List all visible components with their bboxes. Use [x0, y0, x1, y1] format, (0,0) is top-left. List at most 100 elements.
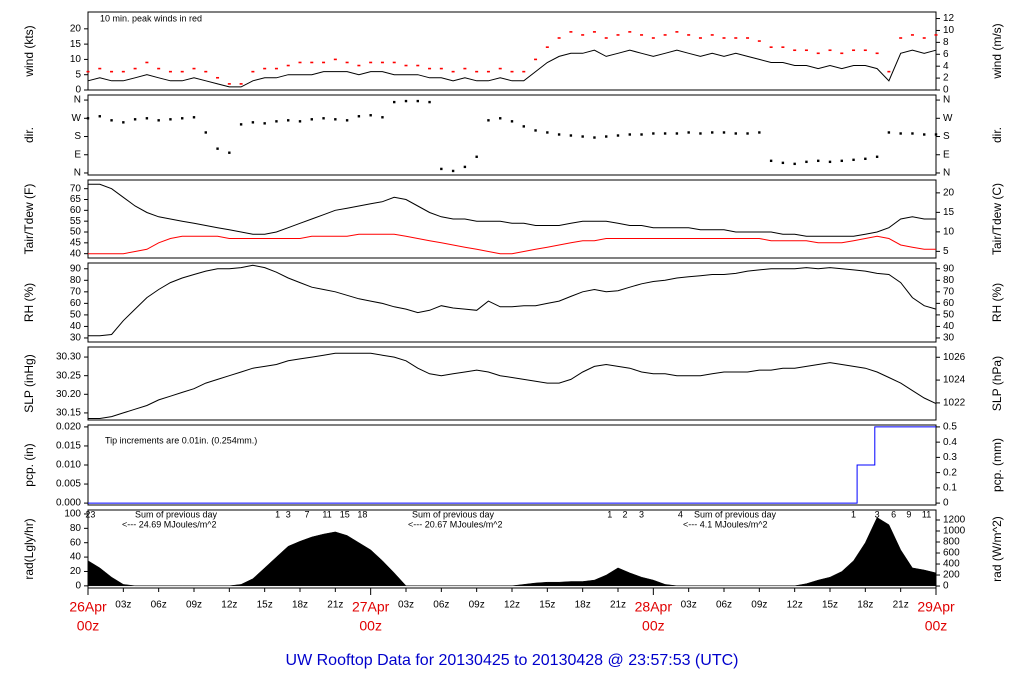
- hour-marker: 3: [639, 509, 644, 519]
- y2-tick-label: 20: [943, 188, 955, 199]
- y2-tick-label: 90: [943, 263, 955, 274]
- direction-dot: [122, 121, 125, 124]
- x-major-label: 27Apr: [352, 599, 390, 615]
- direction-dot: [581, 135, 584, 138]
- y-axis-label: RH (%): [22, 283, 36, 322]
- peak-wind-mark: [698, 37, 702, 39]
- y2-axis-label: rad (W/m^2): [990, 516, 1004, 582]
- direction-dot: [534, 129, 537, 132]
- direction-dot: [463, 165, 467, 169]
- peak-wind-mark: [428, 67, 432, 70]
- peak-wind-mark: [757, 40, 761, 42]
- direction-dot: [734, 132, 737, 135]
- x-tick-label: 03z: [681, 600, 697, 611]
- peak-wind-mark: [663, 34, 667, 36]
- y-tick-label: 15: [70, 39, 82, 50]
- y-tick-label: 70: [70, 286, 82, 297]
- y2-tick-label: 400: [943, 559, 960, 570]
- direction-dot: [451, 169, 455, 173]
- y-tick-label: N: [74, 168, 81, 179]
- peak-wind-mark: [640, 34, 644, 36]
- y2-tick-label: 6: [943, 49, 949, 60]
- direction-dot: [192, 116, 196, 119]
- y-tick-label: 40: [70, 321, 82, 332]
- peak-wind-mark: [804, 49, 808, 52]
- y-tick-label: 60: [70, 537, 82, 548]
- y2-tick-label: 8: [943, 37, 949, 48]
- direction-dot: [557, 133, 561, 136]
- y2-tick-label: 0.5: [943, 422, 957, 433]
- y-tick-label: 80: [70, 275, 82, 286]
- peak-wind-mark: [86, 70, 90, 73]
- y-tick-label: 60: [70, 298, 82, 309]
- x-tick-label: 06z: [716, 600, 732, 611]
- peak-wind-mark: [863, 49, 867, 52]
- direction-dot: [899, 132, 902, 135]
- peak-wind-mark: [133, 67, 137, 70]
- peak-wind-mark: [534, 58, 538, 61]
- direction-dot: [699, 132, 702, 135]
- y-tick-label: 30.25: [56, 370, 81, 381]
- peak-wind-mark: [710, 34, 714, 36]
- direction-dot: [228, 151, 231, 154]
- peak-wind-mark: [510, 70, 514, 73]
- direction-dot: [852, 158, 855, 162]
- direction-dot: [687, 131, 690, 134]
- y-tick-label: 10: [70, 54, 82, 65]
- panel-frame: [87, 346, 937, 421]
- precip-step: [88, 426, 936, 504]
- y2-tick-label: 200: [943, 570, 960, 581]
- peak-wind-mark: [392, 61, 396, 64]
- direction-dot: [569, 134, 573, 137]
- direction-dot: [769, 159, 773, 163]
- hour-marker: 18: [357, 509, 367, 519]
- y-tick-label: 0.000: [56, 498, 81, 509]
- direction-dot: [110, 119, 113, 122]
- x-major-sublabel: 00z: [642, 618, 665, 634]
- x-tick-label: 12z: [787, 600, 803, 611]
- annotation: <--- 24.69 MJoules/m^2: [122, 519, 217, 529]
- y2-tick-label: W: [943, 113, 953, 124]
- series-line: [88, 183, 936, 237]
- hour-marker: 23: [85, 509, 95, 519]
- direction-dot: [133, 118, 137, 121]
- peak-wind-mark: [345, 61, 349, 64]
- y2-tick-label: 0: [943, 85, 949, 96]
- direction-dot: [711, 131, 714, 134]
- x-tick-label: 18z: [575, 600, 591, 611]
- peak-wind-mark: [687, 34, 691, 36]
- y2-tick-label: 0: [943, 498, 949, 509]
- y-tick-label: E: [74, 149, 81, 160]
- x-tick-label: 12z: [221, 600, 237, 611]
- series-line: [88, 264, 937, 337]
- x-tick-label: 03z: [398, 600, 414, 611]
- direction-dot: [758, 131, 761, 134]
- y2-tick-label: N: [943, 168, 950, 179]
- direction-dot: [157, 119, 160, 122]
- peak-wind-mark: [604, 37, 608, 39]
- y-tick-label: 50: [70, 227, 82, 238]
- direction-dot: [805, 160, 808, 164]
- hour-marker: 3: [286, 509, 291, 519]
- peak-wind-mark: [286, 64, 290, 67]
- y-tick-label: 0.005: [56, 479, 81, 490]
- y2-tick-label: S: [943, 131, 950, 142]
- series-line: [88, 352, 937, 419]
- x-tick-label: 21z: [610, 600, 626, 611]
- x-major-label: 26Apr: [69, 599, 107, 615]
- y-tick-label: 70: [70, 183, 82, 194]
- x-tick-label: 12z: [504, 600, 520, 611]
- x-tick-label: 09z: [751, 600, 767, 611]
- direction-dot: [239, 123, 243, 126]
- y-tick-label: 20: [70, 23, 82, 34]
- hour-marker: 7: [305, 509, 310, 519]
- y2-tick-label: 0.4: [943, 437, 957, 448]
- peak-wind-mark: [333, 58, 337, 61]
- direction-dot: [251, 121, 255, 124]
- direction-dot: [934, 133, 938, 136]
- direction-dot: [616, 134, 620, 137]
- x-tick-label: 15z: [822, 600, 838, 611]
- peak-wind-mark: [110, 70, 114, 73]
- direction-dot: [522, 125, 525, 128]
